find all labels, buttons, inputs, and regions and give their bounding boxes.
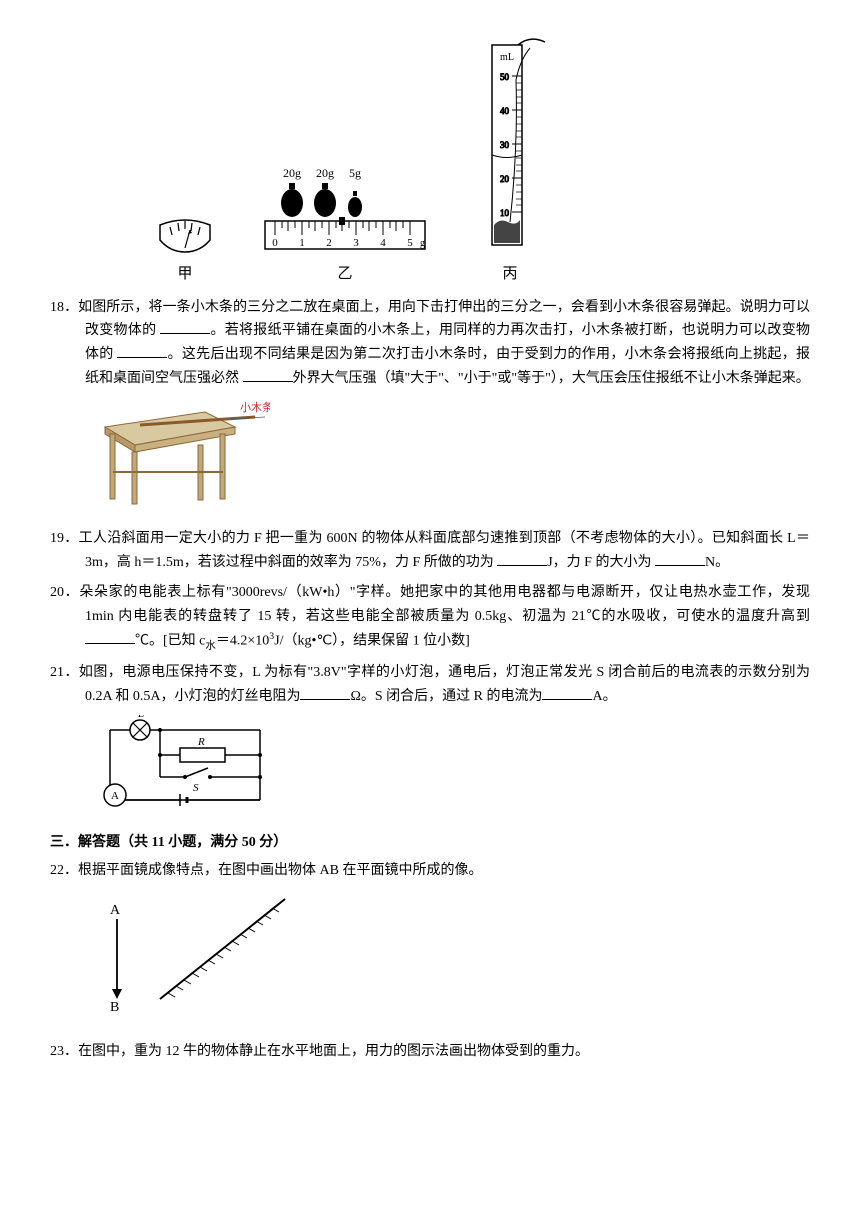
blank bbox=[300, 686, 350, 700]
svg-text:40: 40 bbox=[500, 106, 510, 116]
svg-text:mL: mL bbox=[500, 52, 514, 63]
circuit-figure: L R S A bbox=[90, 715, 810, 824]
qnum-21: 21． bbox=[50, 665, 79, 680]
svg-text:L: L bbox=[137, 715, 144, 720]
blank bbox=[243, 368, 293, 382]
svg-text:1: 1 bbox=[299, 237, 305, 249]
mirror-icon: A B bbox=[90, 889, 310, 1019]
qnum-19: 19． bbox=[50, 531, 79, 546]
circuit-icon: L R S A bbox=[90, 715, 280, 815]
question-20: 20．朵朵家的电能表上标有"3000revs/（kW•h）"字样。她把家中的其他… bbox=[50, 581, 810, 655]
svg-text:2: 2 bbox=[326, 237, 332, 249]
weight-label-1: 20g bbox=[283, 166, 301, 180]
svg-text:A: A bbox=[111, 790, 119, 802]
fig-bing: mL 50 40 30 20 10 丙 bbox=[470, 30, 550, 288]
desk-figure: 小木条 bbox=[90, 397, 810, 516]
svg-text:4: 4 bbox=[380, 237, 386, 249]
question-23: 23．在图中，重为 12 牛的物体静止在水平地面上，用力的图示法画出物体受到的重… bbox=[50, 1040, 810, 1064]
wood-label: 小木条 bbox=[240, 400, 270, 414]
qnum-23: 23． bbox=[50, 1044, 78, 1059]
svg-text:50: 50 bbox=[500, 72, 510, 82]
qnum-18: 18． bbox=[50, 300, 78, 315]
svg-text:R: R bbox=[197, 736, 205, 748]
blank bbox=[542, 686, 592, 700]
q23-t1: 在图中，重为 12 牛的物体静止在水平地面上，用力的图示法画出物体受到的重力。 bbox=[78, 1044, 589, 1059]
weight-label-2: 20g bbox=[316, 166, 334, 180]
fig-label-jia: 甲 bbox=[177, 262, 192, 288]
weights-ruler-icon: 20g 20g 5g 0 bbox=[260, 165, 430, 260]
cylinder-icon: mL 50 40 30 20 10 bbox=[470, 30, 550, 260]
fig-label-bing: 丙 bbox=[502, 262, 517, 288]
figure-row-17: 甲 20g 20g 5g bbox=[150, 30, 810, 288]
svg-text:5: 5 bbox=[407, 237, 413, 249]
svg-text:3: 3 bbox=[353, 237, 359, 249]
qnum-20: 20． bbox=[50, 585, 79, 600]
blank bbox=[497, 552, 547, 566]
fig-label-yi: 乙 bbox=[337, 262, 352, 288]
svg-text:A: A bbox=[110, 903, 121, 918]
dial-gauge-icon bbox=[150, 210, 220, 260]
svg-text:30: 30 bbox=[500, 140, 510, 150]
question-21: 21．如图，电源电压保持不变，L 为标有"3.8V"字样的小灯泡，通电后，灯泡正… bbox=[50, 661, 810, 709]
svg-text:20: 20 bbox=[500, 174, 510, 184]
blank bbox=[117, 344, 167, 358]
question-19: 19．工人沿斜面用一定大小的力 F 把一重为 600N 的物体从料面底部匀速推到… bbox=[50, 527, 810, 575]
qnum-22: 22． bbox=[50, 863, 78, 878]
svg-text:g: g bbox=[420, 238, 425, 249]
q20-t2: ℃。[已知 c bbox=[135, 633, 205, 648]
weight-label-3: 5g bbox=[349, 166, 361, 180]
fig-yi: 20g 20g 5g 0 bbox=[260, 165, 430, 288]
desk-icon: 小木条 bbox=[90, 397, 270, 507]
q19-t2: J，力 F 的大小为 bbox=[547, 555, 655, 570]
q21-t3: A。 bbox=[592, 689, 616, 704]
svg-text:0: 0 bbox=[272, 237, 278, 249]
svg-text:B: B bbox=[110, 1000, 119, 1015]
question-22: 22．根据平面镜成像特点，在图中画出物体 AB 在平面镜中所成的像。 bbox=[50, 859, 810, 883]
fig-jia: 甲 bbox=[150, 210, 220, 288]
q20-t3: ＝4.2×10 bbox=[216, 633, 269, 648]
q22-t1: 根据平面镜成像特点，在图中画出物体 AB 在平面镜中所成的像。 bbox=[78, 863, 482, 878]
blank bbox=[85, 630, 135, 644]
question-18: 18．如图所示，将一条小木条的三分之二放在桌面上，用向下击打伸出的三分之一，会看… bbox=[50, 296, 810, 391]
q20-t4: J/（kg•℃），结果保留 1 位小数] bbox=[274, 633, 470, 648]
svg-text:S: S bbox=[193, 782, 199, 794]
q18-t4: 外界大气压强（填"大于"、"小于"或"等于"），大气压会压住报纸不让小木条弹起来… bbox=[293, 371, 810, 386]
blank bbox=[655, 552, 705, 566]
q20-t1: 朵朵家的电能表上标有"3000revs/（kW•h）"字样。她把家中的其他用电器… bbox=[79, 585, 810, 624]
q20-sub: 水 bbox=[205, 640, 216, 651]
blank bbox=[160, 320, 210, 334]
q19-t3: N。 bbox=[705, 555, 729, 570]
section-3-title: 三．解答题（共 11 小题，满分 50 分） bbox=[50, 831, 810, 855]
mirror-figure: A B bbox=[90, 889, 810, 1028]
svg-text:10: 10 bbox=[500, 208, 510, 218]
q21-t2: Ω。S 闭合后，通过 R 的电流为 bbox=[350, 689, 542, 704]
